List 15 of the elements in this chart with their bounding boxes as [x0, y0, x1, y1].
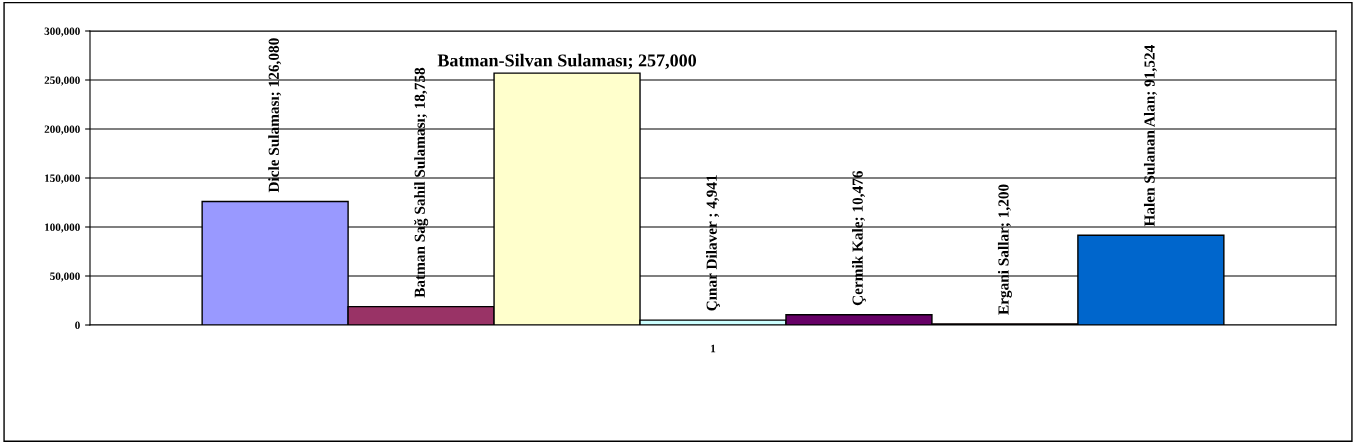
data-label: Dicle Sulaması; 126,080	[268, 38, 282, 193]
x-tick-label: 1	[711, 344, 716, 353]
y-tick-label: 50,000	[50, 272, 80, 282]
y-tick-label: 200,000	[44, 125, 80, 135]
y-tick-label: 300,000	[44, 27, 80, 37]
data-label: Çermik Kale; 10,476	[852, 171, 866, 306]
y-tick-label: 0	[75, 321, 80, 329]
data-label: Çınar Dilaver ; 4,941	[706, 175, 720, 311]
y-tick-label: 250,000	[44, 76, 80, 86]
y-tick-label: 100,000	[45, 223, 80, 233]
y-tick-label: 150,000	[45, 174, 80, 184]
data-label: Ergani Sallar; 1,200	[997, 184, 1012, 315]
data-label: Batman-Silvan Sulaması; 257,000	[437, 53, 697, 70]
data-label: Batman Sağ Sahil Sulaması; 18,758	[414, 67, 429, 298]
data-label: Halen Sulanan Alan; 91,524	[1143, 45, 1157, 227]
